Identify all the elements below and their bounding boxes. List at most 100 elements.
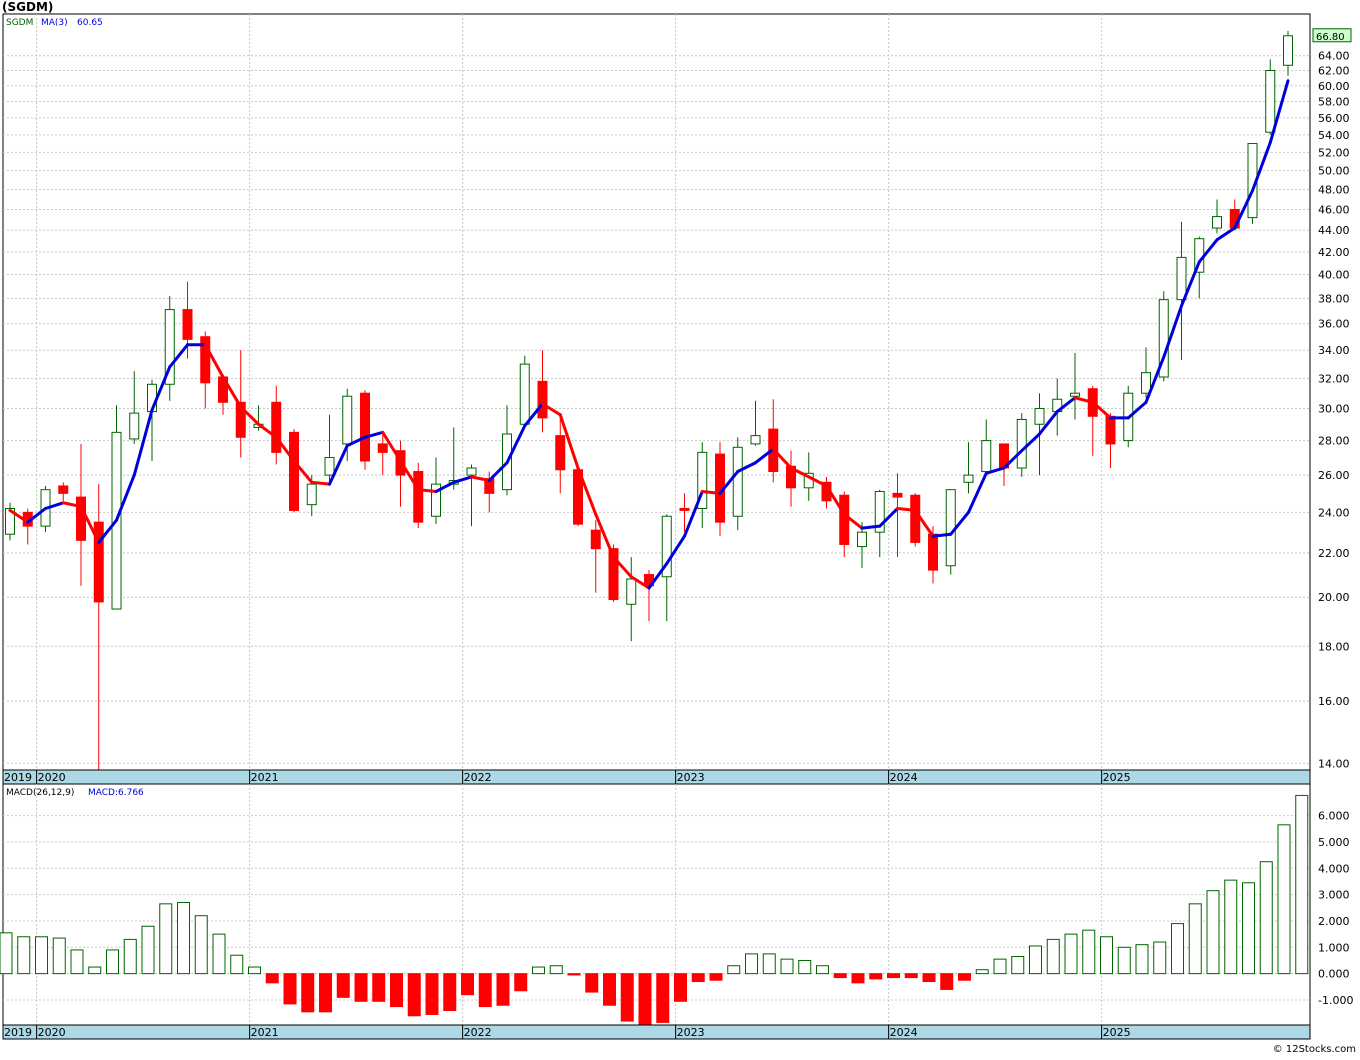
candle-body <box>1158 299 1169 378</box>
macd-legend-value: MACD:6.766 <box>88 788 144 798</box>
price-x-tick-label: 2020 <box>38 771 66 784</box>
ma3-segment <box>487 461 509 483</box>
ma3-segment <box>594 512 615 559</box>
ma3-segment <box>239 405 260 426</box>
candle-body <box>164 309 175 385</box>
ma3-segment <box>274 435 296 463</box>
candle <box>271 385 282 465</box>
price-y-tick-label: 38.00 <box>1318 292 1350 305</box>
macd-bar <box>1277 824 1291 975</box>
candle-body <box>910 494 921 543</box>
macd-bar <box>567 973 581 976</box>
macd-x-tick-label: 2025 <box>1103 1026 1131 1039</box>
candle <box>466 464 477 527</box>
macd-bar <box>425 973 439 1015</box>
macd-bar <box>1029 945 1042 975</box>
ma3-segment <box>878 506 899 528</box>
macd-bar <box>603 973 616 1006</box>
price-x-tick-label: 2022 <box>464 771 492 784</box>
macd-bar <box>975 969 989 975</box>
macd-bar <box>620 973 634 1022</box>
ma3-segment <box>913 508 935 538</box>
macd-bar <box>691 973 705 983</box>
macd-bar <box>674 973 687 1002</box>
price-y-tick-label: 56.00 <box>1318 112 1350 125</box>
price-y-tick-label: 58.00 <box>1318 96 1350 109</box>
candle-body <box>857 531 867 548</box>
candle <box>164 295 175 401</box>
macd-bar <box>993 958 1007 975</box>
candle-body <box>945 489 956 567</box>
candle-body <box>661 515 672 578</box>
macd-bar <box>443 973 457 1012</box>
macd-bar <box>35 936 48 975</box>
candle-body <box>271 401 282 453</box>
ma3-segment <box>399 459 420 492</box>
candle <box>661 514 672 622</box>
macd-bar <box>709 973 723 981</box>
macd-bar <box>816 965 829 975</box>
macd-y-axis: -1.000 0.000 1.000 2.000 3.000 4.000 5.000 6.00… <box>1318 810 1353 1007</box>
ma3-segment <box>203 343 225 379</box>
ma3-segment <box>825 484 846 516</box>
candle <box>377 432 388 476</box>
ma3-segment <box>345 435 367 448</box>
price-y-tick-label: 50.00 <box>1318 165 1350 178</box>
macd-y-tick-label: 6.000 <box>1318 810 1350 823</box>
macd-bar <box>88 966 102 975</box>
price-y-tick-label: 44.00 <box>1318 224 1350 237</box>
ma3-segment <box>789 466 811 479</box>
candle <box>750 400 761 446</box>
ma3-segment <box>1251 141 1272 193</box>
macd-bar <box>52 937 66 975</box>
macd-bar <box>1295 794 1309 975</box>
candle <box>1212 199 1222 234</box>
macd-y-tick-label: 5.000 <box>1318 836 1350 849</box>
macd-x-tick-label: 2019 <box>4 1026 32 1039</box>
candle-body <box>1034 407 1045 425</box>
price-panel-frame <box>2 13 1311 771</box>
candle-body <box>1016 418 1027 469</box>
macd-bar <box>319 973 332 1013</box>
macd-histogram <box>0 794 1309 1026</box>
price-y-tick-label: 24.00 <box>1318 506 1350 519</box>
candle-body <box>963 474 974 483</box>
price-y-tick-label: 16.00 <box>1318 695 1350 708</box>
macd-bar <box>1011 956 1025 975</box>
candle-body <box>342 395 353 445</box>
candle-body <box>76 496 86 541</box>
candle <box>360 390 370 470</box>
macd-bar <box>265 973 279 984</box>
macd-bar <box>390 973 403 1008</box>
candle <box>58 482 69 501</box>
macd-bar <box>1171 923 1184 975</box>
candle-body <box>58 485 69 494</box>
macd-x-axis-strip <box>2 1024 1311 1040</box>
ma3-segment <box>1144 355 1166 404</box>
ma3-segment <box>115 473 136 522</box>
ma3-segment <box>1002 449 1024 470</box>
price-x-tick-label: 2024 <box>890 771 918 784</box>
ma3-segment <box>931 532 953 538</box>
macd-x-tick-label: 2023 <box>677 1026 705 1039</box>
macd-bar <box>141 925 155 975</box>
ma3-segment <box>1055 396 1077 414</box>
macd-x-axis: 2019 2020 2021 2022 2023 2024 2025 <box>4 1025 1131 1039</box>
macd-bar <box>958 973 971 981</box>
candle <box>910 493 921 547</box>
candle-body <box>555 435 566 471</box>
candle-body <box>1176 256 1187 301</box>
last-price-badge: 66.80 <box>1312 28 1352 43</box>
macd-bar <box>1188 903 1202 975</box>
macd-bar <box>461 973 474 996</box>
price-y-tick-label: 54.00 <box>1318 129 1350 142</box>
ma3-segment <box>612 555 633 579</box>
macd-bar <box>904 973 918 979</box>
macd-bar <box>833 973 847 979</box>
ma3-segment <box>860 524 882 530</box>
candle-body <box>839 494 850 545</box>
macd-bar <box>532 966 545 975</box>
price-gridlines <box>3 14 1310 770</box>
candle <box>413 462 424 529</box>
